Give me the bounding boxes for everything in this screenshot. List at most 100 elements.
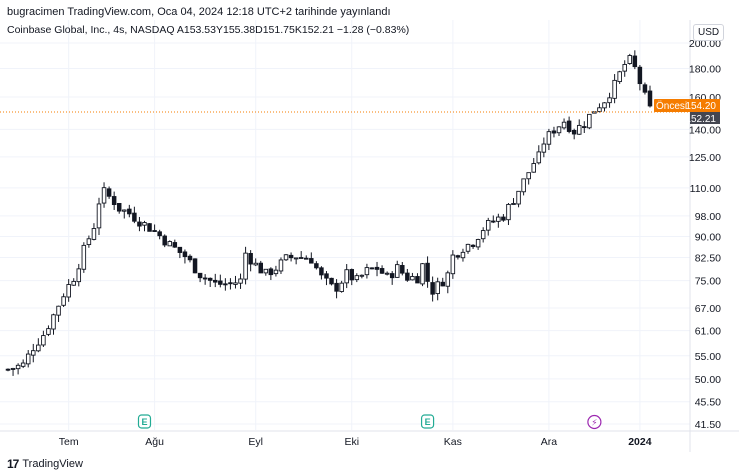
ohlc-key: D xyxy=(255,24,263,36)
candle-body xyxy=(283,254,289,261)
candle-body xyxy=(379,268,385,274)
candle-body xyxy=(91,228,97,240)
candle-body xyxy=(263,268,269,274)
candle-body xyxy=(25,353,31,365)
earnings-marker-icon[interactable] xyxy=(137,414,152,429)
candle-body xyxy=(197,272,203,279)
earnings-marker-icon[interactable] xyxy=(420,414,435,429)
candle-body xyxy=(167,241,173,247)
candle-body xyxy=(10,367,16,370)
candle-body xyxy=(5,368,11,371)
candle-body xyxy=(384,272,390,275)
candle-body xyxy=(556,126,562,134)
candle-body xyxy=(440,281,445,287)
candle-body xyxy=(334,282,339,292)
candle-body xyxy=(46,328,51,335)
candle-body xyxy=(425,262,430,282)
candle-body xyxy=(304,257,309,260)
candle-body xyxy=(15,364,21,370)
candle-body xyxy=(339,282,344,293)
x-tick-label: Kas xyxy=(444,436,462,448)
candle-body xyxy=(36,344,41,352)
tradingview-logo-icon: 17 xyxy=(7,457,19,471)
footer-brand[interactable]: 17 TradingView xyxy=(7,457,83,471)
candle-body xyxy=(86,238,92,246)
ohlc-key: Y xyxy=(215,24,223,36)
event-marker-icon[interactable] xyxy=(587,414,602,430)
candle-body xyxy=(627,55,633,64)
previous-close-value: 154.20 xyxy=(685,101,716,112)
candle-body xyxy=(349,269,354,281)
candle-body xyxy=(228,282,233,285)
candle-body xyxy=(111,196,117,206)
y-tick-label: 98.00 xyxy=(695,211,721,223)
candle-body xyxy=(182,251,188,258)
candle-body xyxy=(571,129,577,135)
candle-body xyxy=(566,120,572,132)
candle-body xyxy=(152,230,157,232)
candle-body xyxy=(253,262,258,266)
candle-body xyxy=(324,273,329,279)
candle-body xyxy=(258,262,264,274)
candle-body xyxy=(314,263,319,269)
candle-body xyxy=(445,272,451,287)
candle-body xyxy=(405,272,410,281)
candle-body xyxy=(172,242,178,248)
y-tick-label: 90.00 xyxy=(695,231,721,243)
candle-body xyxy=(415,276,420,284)
candle-body xyxy=(106,188,112,197)
candle-body xyxy=(450,254,456,275)
y-tick-label: 180.00 xyxy=(689,64,721,76)
candle-body xyxy=(233,282,238,285)
currency-button[interactable]: USD xyxy=(693,24,725,41)
candle-body xyxy=(364,267,370,276)
candle-body xyxy=(207,277,213,281)
symbol-legend[interactable]: Coinbase Global, Inc., 4s, NASDAQ A153.5… xyxy=(7,24,409,36)
publisher-line: bugracimen TradingView.com, Oca 04, 2024… xyxy=(7,6,391,18)
candle-body xyxy=(394,264,400,278)
candle-body xyxy=(20,362,26,367)
candle-body xyxy=(541,143,547,153)
candle-body xyxy=(81,244,87,270)
candle-body xyxy=(475,239,481,248)
candle-body xyxy=(187,255,193,261)
candle-body xyxy=(612,79,617,99)
candle-body xyxy=(587,113,592,129)
candle-body xyxy=(607,97,612,104)
candle-body xyxy=(157,231,162,237)
candle-body xyxy=(420,263,425,285)
candle-body xyxy=(359,274,365,277)
candle-body xyxy=(531,163,536,173)
y-tick-label: 67.00 xyxy=(695,303,721,315)
candle-body xyxy=(248,253,253,265)
candle-body xyxy=(218,280,223,285)
candle-body xyxy=(243,252,248,280)
event-marker-glyph: ⚡ xyxy=(591,419,597,429)
candle-body xyxy=(142,222,147,226)
candle-body xyxy=(147,223,152,232)
previous-close-value-bg xyxy=(690,99,720,113)
candle-body xyxy=(511,203,516,205)
candle-body xyxy=(162,235,167,246)
candle-body xyxy=(71,280,76,286)
candle-body xyxy=(56,305,61,316)
candle-body xyxy=(273,269,279,275)
candle-body xyxy=(41,335,46,346)
chart-area[interactable]: 200.00 180.00 160.00 140.00 125.00 110.00 98.0… xyxy=(0,20,739,452)
candle-body xyxy=(177,246,183,253)
candle-body xyxy=(647,90,653,107)
candle-body xyxy=(546,131,552,145)
price-chart[interactable]: 200.00180.00160.00140.00125.00110.0098.0… xyxy=(0,20,739,452)
price-change: −1.28 (−0.83%) xyxy=(336,24,410,36)
candle-body xyxy=(374,266,380,270)
ohlc-values: A153.53Y155.38D151.75K152.21 xyxy=(177,24,334,36)
candle-body xyxy=(465,243,471,252)
last-price-badge xyxy=(690,112,720,125)
candle-body xyxy=(51,314,56,330)
candle-body xyxy=(400,265,405,274)
candle-body xyxy=(521,178,526,193)
candle-body xyxy=(617,71,622,83)
last-price-value: 152.21 xyxy=(685,114,716,125)
candle-body xyxy=(137,221,142,227)
candle-body xyxy=(597,107,602,113)
